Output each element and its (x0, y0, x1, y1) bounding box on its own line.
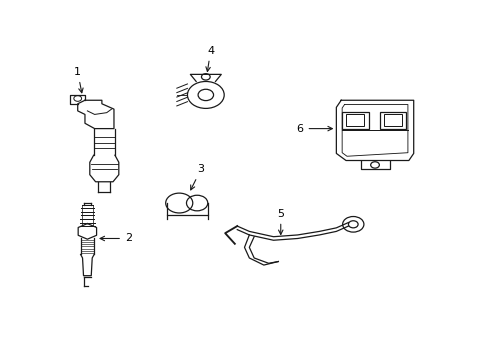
Text: 1: 1 (74, 67, 83, 93)
Text: 5: 5 (277, 209, 284, 234)
Bar (342, 112, 368, 129)
Text: 6: 6 (296, 123, 332, 134)
Bar (383, 114, 401, 126)
Bar (346, 114, 364, 126)
Text: 4: 4 (205, 46, 214, 72)
Text: 2: 2 (100, 234, 132, 243)
Text: 3: 3 (190, 165, 204, 190)
Bar (379, 112, 406, 129)
